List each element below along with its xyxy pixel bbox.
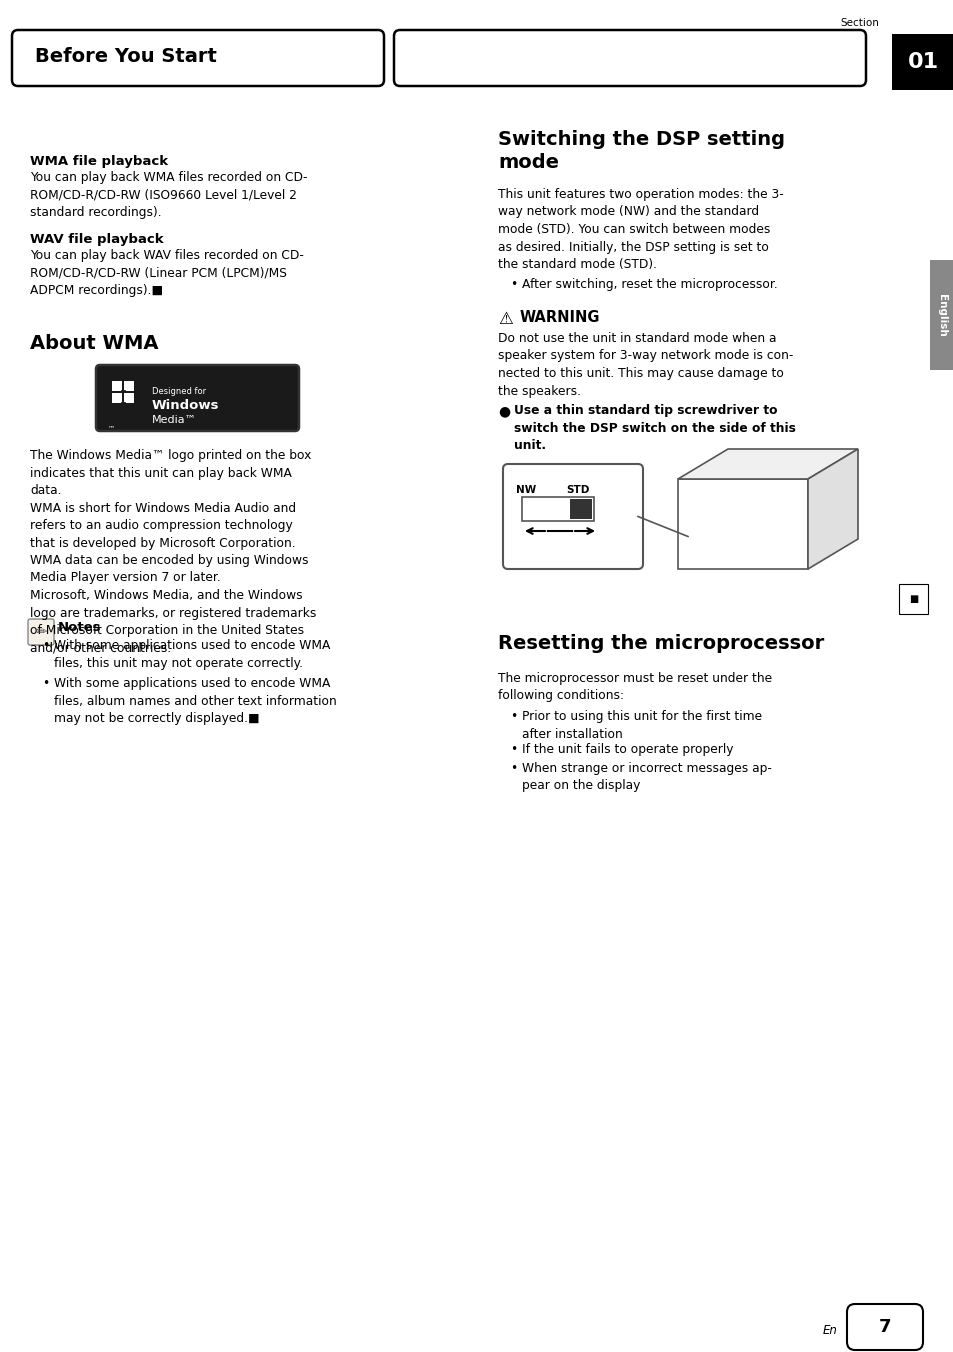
Text: About WMA: About WMA	[30, 334, 158, 353]
Text: Use a thin standard tip screwdriver to
switch the DSP switch on the side of this: Use a thin standard tip screwdriver to s…	[514, 404, 795, 452]
Text: 01: 01	[906, 51, 938, 72]
Bar	[569, 499, 592, 519]
Bar	[124, 381, 133, 391]
Polygon shape	[678, 479, 807, 569]
Text: Windows: Windows	[152, 399, 219, 412]
Text: ✏: ✏	[35, 625, 47, 639]
Text: ⚠: ⚠	[497, 310, 513, 329]
Text: Resetting the microprocessor: Resetting the microprocessor	[497, 634, 823, 653]
Text: Switching the DSP setting
mode: Switching the DSP setting mode	[497, 130, 784, 172]
Text: WMA file playback: WMA file playback	[30, 155, 168, 168]
Text: •: •	[42, 639, 50, 652]
Text: •: •	[42, 677, 50, 690]
Text: Designed for: Designed for	[152, 387, 206, 396]
Text: When strange or incorrect messages ap-
pear on the display: When strange or incorrect messages ap- p…	[521, 763, 771, 792]
Bar	[521, 498, 594, 521]
Text: Notes: Notes	[58, 621, 101, 634]
FancyBboxPatch shape	[28, 619, 54, 645]
Text: The Windows Media™ logo printed on the box
indicates that this unit can play bac: The Windows Media™ logo printed on the b…	[30, 449, 316, 654]
Text: With some applications used to encode WMA
files, album names and other text info: With some applications used to encode WM…	[54, 677, 336, 725]
Bar	[112, 381, 122, 391]
Text: With some applications used to encode WMA
files, this unit may not operate corre: With some applications used to encode WM…	[54, 639, 330, 669]
Text: Before You Start: Before You Start	[35, 46, 216, 65]
Text: Prior to using this unit for the first time
after installation: Prior to using this unit for the first t…	[521, 710, 761, 741]
Text: Do not use the unit in standard mode when a
speaker system for 3-way network mod: Do not use the unit in standard mode whe…	[497, 333, 793, 397]
Polygon shape	[807, 449, 857, 569]
Bar	[929, 260, 953, 370]
FancyBboxPatch shape	[502, 464, 642, 569]
Text: This unit features two operation modes: the 3-
way network mode (NW) and the sta: This unit features two operation modes: …	[497, 188, 783, 270]
Text: 7: 7	[878, 1318, 890, 1336]
Text: •: •	[510, 279, 517, 291]
Text: •: •	[510, 744, 517, 756]
Text: You can play back WMA files recorded on CD-
ROM/CD-R/CD-RW (ISO9660 Level 1/Leve: You can play back WMA files recorded on …	[30, 170, 307, 219]
Text: The microprocessor must be reset under the
following conditions:: The microprocessor must be reset under t…	[497, 672, 771, 703]
Text: After switching, reset the microprocessor.: After switching, reset the microprocesso…	[521, 279, 777, 291]
FancyBboxPatch shape	[394, 30, 865, 87]
Text: If the unit fails to operate properly: If the unit fails to operate properly	[521, 744, 733, 756]
Text: •: •	[510, 710, 517, 723]
Text: ■: ■	[908, 594, 917, 604]
Text: WARNING: WARNING	[519, 310, 599, 324]
FancyBboxPatch shape	[12, 30, 384, 87]
Text: You can play back WAV files recorded on CD-
ROM/CD-R/CD-RW (Linear PCM (LPCM)/MS: You can play back WAV files recorded on …	[30, 249, 304, 297]
Bar	[891, 34, 953, 91]
Text: WAV file playback: WAV file playback	[30, 233, 164, 246]
Bar	[124, 393, 133, 403]
Text: English: English	[936, 293, 946, 337]
Bar	[112, 393, 122, 403]
Text: Media™: Media™	[152, 415, 196, 425]
Text: •: •	[510, 763, 517, 775]
Text: En: En	[821, 1324, 837, 1337]
Polygon shape	[678, 449, 857, 479]
FancyBboxPatch shape	[846, 1303, 923, 1351]
Text: STD: STD	[566, 485, 589, 495]
Text: Section: Section	[840, 18, 878, 28]
Text: ™: ™	[108, 425, 115, 431]
Text: NW: NW	[516, 485, 536, 495]
Text: ●: ●	[497, 404, 510, 418]
FancyBboxPatch shape	[96, 365, 298, 431]
